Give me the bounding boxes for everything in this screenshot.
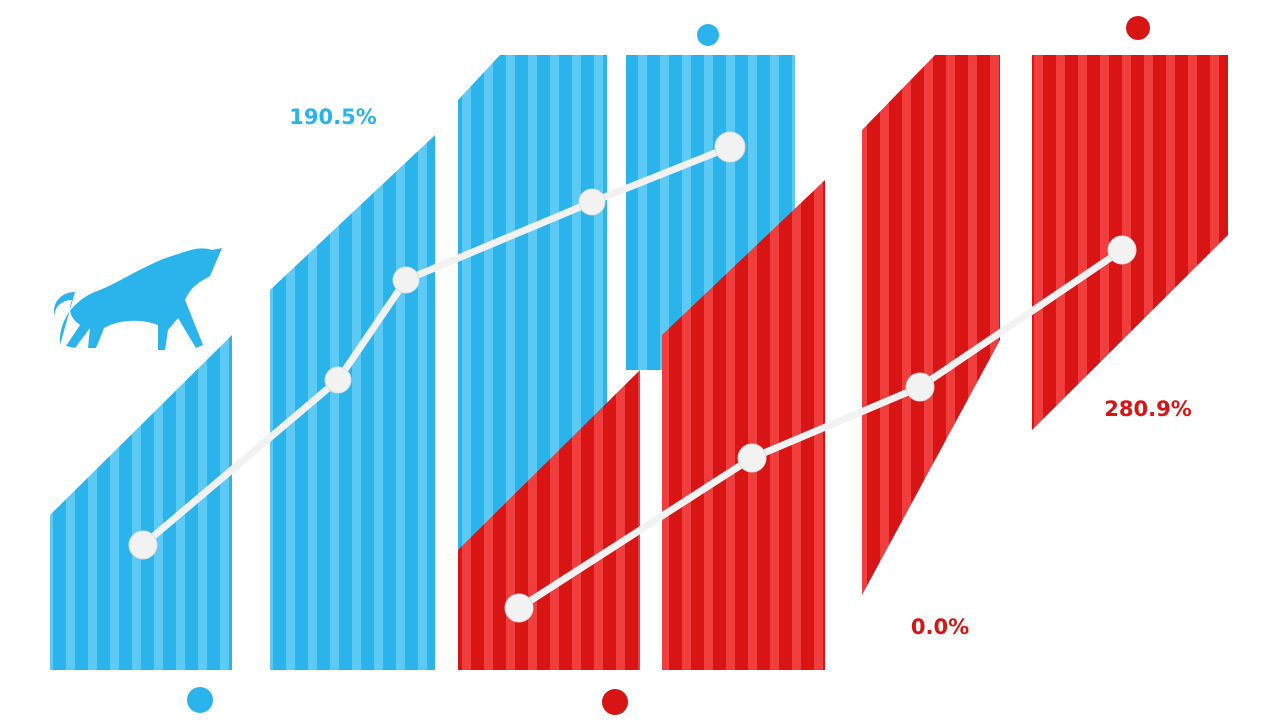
red-panel bbox=[662, 180, 825, 670]
red-dots bbox=[504, 235, 1137, 623]
red-value-label: 280.9% bbox=[1104, 397, 1191, 421]
red-bottom-label: 0.0% bbox=[911, 615, 969, 639]
red-panel bbox=[458, 370, 640, 670]
line-dot bbox=[905, 372, 935, 402]
blue-marker bbox=[697, 24, 719, 46]
bull-icon bbox=[54, 248, 223, 350]
line-dot bbox=[128, 530, 158, 560]
red-shapes bbox=[458, 55, 1228, 670]
red-panel bbox=[862, 55, 1000, 595]
blue-panel bbox=[270, 135, 435, 670]
blue-panel bbox=[458, 55, 607, 550]
line-dot bbox=[324, 366, 352, 394]
trend-line bbox=[515, 246, 1126, 612]
red-trend-line bbox=[515, 246, 1126, 612]
blue-panel bbox=[50, 335, 232, 670]
line-dot bbox=[578, 188, 606, 216]
line-dot bbox=[1107, 235, 1137, 265]
red-marker bbox=[602, 689, 628, 715]
red-marker bbox=[1126, 16, 1150, 40]
line-dot bbox=[714, 131, 746, 163]
line-dot bbox=[504, 593, 534, 623]
blue-dots bbox=[128, 131, 746, 560]
blue-value-label: 190.5% bbox=[289, 105, 376, 129]
line-dot bbox=[392, 266, 420, 294]
blue-marker bbox=[187, 687, 213, 713]
line-dot bbox=[737, 443, 767, 473]
